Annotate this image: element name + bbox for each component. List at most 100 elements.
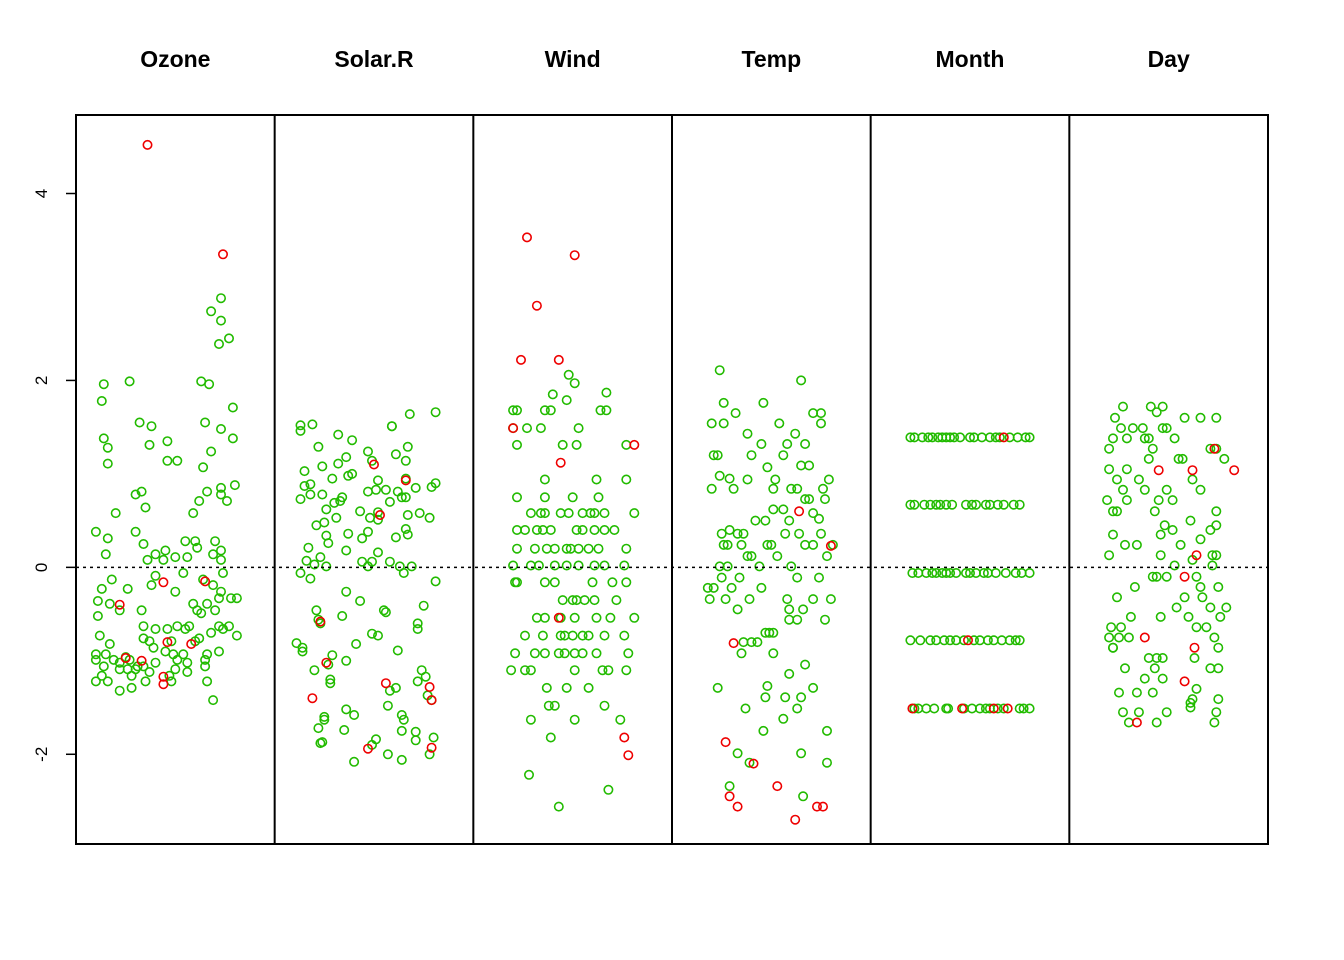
data-point [931,635,942,646]
data-point [970,499,981,510]
flagged-point [555,457,566,468]
data-point [929,703,940,714]
data-point [216,545,227,556]
flagged-point [158,577,169,588]
data-point [317,489,328,500]
data-point [537,630,548,641]
data-point [400,523,411,534]
data-point [372,507,383,518]
data-point [549,543,560,554]
data-point [341,655,352,666]
flagged-point [531,300,542,311]
data-point [758,397,769,408]
flagged-point [368,459,379,470]
data-point [134,417,145,428]
data-point [545,405,556,416]
data-point [1211,412,1222,423]
data-point [1157,652,1168,663]
data-point [736,648,747,659]
data-point [317,737,328,748]
data-point [790,428,801,439]
series-ozone [90,139,242,706]
data-point [621,665,632,676]
data-point [1205,602,1216,613]
data-point [567,492,578,503]
data-point [114,685,125,696]
flagged-point [1139,632,1150,643]
data-point [1010,567,1021,578]
data-point [915,635,926,646]
data-point [1213,581,1224,592]
data-point [396,492,407,503]
data-point [732,604,743,615]
data-point [392,645,403,656]
data-point [126,670,137,681]
data-point [561,395,572,406]
data-point [390,449,401,460]
data-point [623,648,634,659]
data-point [555,508,566,519]
flagged-point [218,249,229,260]
data-point [1173,453,1184,464]
data-point [1000,567,1011,578]
data-point [808,594,819,605]
flagged-point [962,635,973,646]
data-point [621,543,632,554]
data-point [1185,702,1196,713]
flagged-point [825,540,836,551]
data-point [549,700,560,711]
data-point [1207,550,1218,561]
data-point [1171,602,1182,613]
data-point [198,462,209,473]
panel-title-day: Day [1148,46,1190,72]
flagged-point [380,678,391,689]
data-point [172,621,183,632]
data-point [214,646,225,657]
data-point [1215,611,1226,622]
data-point [323,538,334,549]
data-point [545,732,556,743]
data-point [583,543,594,554]
data-point [1104,464,1115,475]
data-point [573,543,584,554]
flagged-point [120,652,131,663]
data-point [941,567,952,578]
data-point [1123,717,1134,728]
data-point [341,586,352,597]
data-point [815,418,826,429]
data-point [964,567,975,578]
data-point [1110,412,1121,423]
data-point [182,657,193,668]
data-point [102,442,113,453]
data-point [714,365,725,376]
data-point [821,725,832,736]
data-point [295,420,306,431]
data-point [571,524,582,535]
data-point [609,524,620,535]
data-point [412,618,423,629]
data-point [325,678,336,689]
data-point [202,598,213,609]
data-point [1157,423,1168,434]
data-point [206,446,217,457]
data-point [945,567,956,578]
data-point [738,528,749,539]
data-point [378,605,389,616]
data-point [1118,401,1129,412]
data-point [305,489,316,500]
data-point [331,512,342,523]
data-point [549,560,560,571]
data-point [150,657,161,668]
data-point [792,572,803,583]
data-point [541,682,552,693]
data-point [140,676,151,687]
data-point [563,508,574,519]
data-point [1120,663,1131,674]
data-point [138,538,149,549]
data-point [227,433,238,444]
data-point [200,661,211,672]
flagged-point [162,637,173,648]
data-point [708,582,719,593]
data-point [1183,611,1194,622]
data-point [603,784,614,795]
